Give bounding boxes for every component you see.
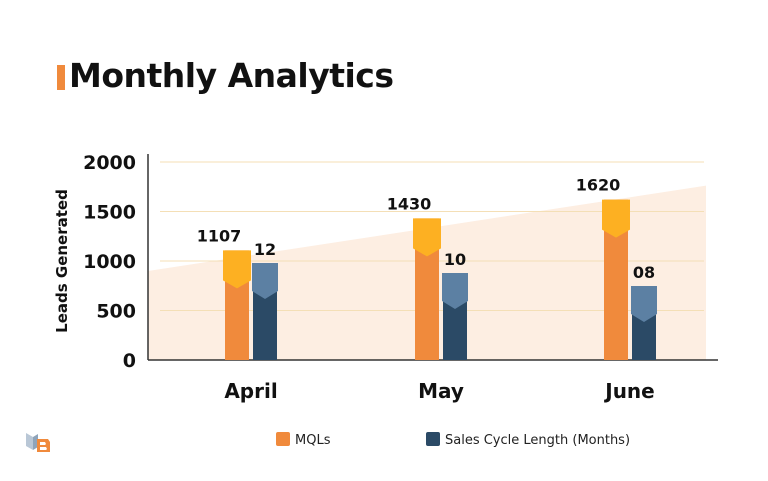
x-category-label: June xyxy=(603,379,654,403)
mql-data-label: 1430 xyxy=(387,194,432,213)
mql-bar-cap xyxy=(223,250,251,289)
legend-item-mqls: MQLs xyxy=(276,432,331,448)
legend-swatch xyxy=(426,432,440,446)
chart-title: Monthly Analytics xyxy=(69,56,394,95)
mql-data-label: 1620 xyxy=(576,176,621,195)
mql-data-label: 1107 xyxy=(197,226,242,245)
legend-label: Sales Cycle Length (Months) xyxy=(445,433,630,448)
x-category-label: April xyxy=(224,379,277,403)
legend-swatch xyxy=(276,432,290,446)
mql-bar-cap xyxy=(602,199,630,238)
x-category-label: May xyxy=(418,379,464,403)
mql-bar-cap xyxy=(413,218,441,257)
y-tick-label: 1000 xyxy=(83,251,136,273)
y-tick-label: 500 xyxy=(96,301,136,323)
y-tick-label: 0 xyxy=(123,350,136,372)
legend-label: MQLs xyxy=(295,433,331,448)
cycle-data-label: 10 xyxy=(444,250,466,269)
legend-item-sales-cycle: Sales Cycle Length (Months) xyxy=(426,432,630,448)
brand-logo-icon xyxy=(26,433,50,452)
cycle-bar-cap xyxy=(631,286,657,322)
y-tick-label: 1500 xyxy=(83,202,136,224)
y-tick-label: 2000 xyxy=(83,152,136,174)
cycle-bar-cap xyxy=(442,273,468,309)
title-accent-bar xyxy=(57,65,65,90)
cycle-bar-cap xyxy=(252,263,278,299)
cycle-data-label: 08 xyxy=(633,263,655,282)
y-axis-label: Leads Generated xyxy=(53,189,71,333)
cycle-data-label: 12 xyxy=(254,240,276,259)
